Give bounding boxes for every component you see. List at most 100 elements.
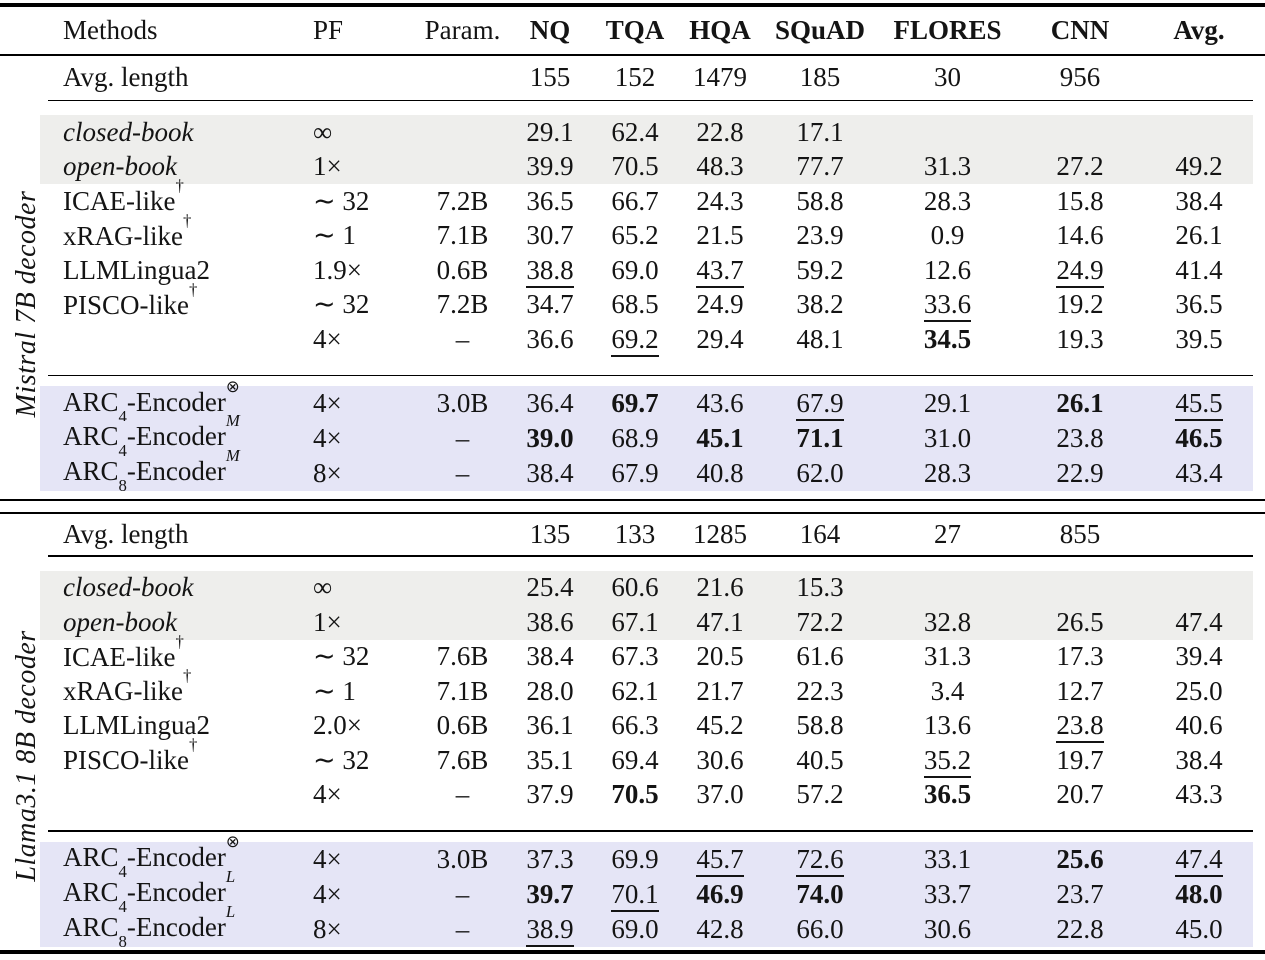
method-name: ICAE-like† — [63, 176, 184, 217]
score-cell: 3.4 — [880, 676, 1015, 707]
score-value: 70.5 — [611, 779, 659, 810]
score-value: 40.5 — [796, 744, 844, 775]
section-divider-rule — [0, 499, 1265, 501]
method-cell: ICAE-like† — [55, 632, 305, 673]
score-cell: 58.8 — [760, 710, 880, 741]
score-cell: 69.0 — [590, 914, 680, 945]
score-value: 69.7 — [611, 388, 659, 418]
score-cell: 35.2 — [880, 744, 1015, 778]
score-value: 30.6 — [923, 913, 972, 944]
score-value: 67.9 — [796, 388, 844, 421]
score-cell: 22.3 — [760, 676, 880, 707]
score-cell: 32.8 — [880, 607, 1015, 638]
method-cell: xRAG-like† — [55, 210, 305, 252]
score-value: 60.6 — [611, 572, 659, 603]
pf-value: 1.9× — [313, 254, 362, 285]
score-cell: 74.0 — [760, 879, 880, 910]
score-cell: 36.5 — [880, 779, 1015, 810]
score-cell: 26.1 — [1015, 388, 1145, 419]
table-row: ARC4-EncoderM 4× – 39.0 68.9 45.1 71.1 31.0 23.8… — [0, 411, 1265, 460]
score-cell: 35.1 — [510, 745, 590, 776]
pf-value: 4× — [313, 779, 342, 810]
bottom-rule — [0, 950, 1265, 954]
score-value: 0.9 — [930, 220, 965, 251]
score-cell: 48.1 — [760, 324, 880, 355]
spacer — [0, 812, 1265, 830]
score-cell: 62.1 — [590, 676, 680, 707]
method-cell: ARC4-Encoder⊗ — [55, 832, 305, 881]
param-cell: 7.2B — [415, 186, 510, 217]
pf-value: 1× — [313, 606, 342, 637]
score-cell: 36.6 — [510, 324, 590, 355]
score-value: 72.2 — [796, 606, 844, 637]
score-cell: 31.3 — [880, 151, 1015, 182]
method-cell: ICAE-like† — [55, 176, 305, 217]
table-row: ICAE-like† ∼ 32 7.2B 36.5 66.7 24.3 58.8 28.3 15… — [0, 176, 1265, 219]
score-cell: 37.3 — [510, 844, 590, 875]
score-value: 33.6 — [923, 289, 972, 323]
score-value: 77.7 — [796, 151, 844, 182]
pf-value: ∼ 32 — [313, 744, 370, 775]
score-cell: 20.5 — [680, 641, 760, 672]
score-value: 21.7 — [696, 675, 744, 706]
score-cell: 28.0 — [510, 676, 590, 707]
score-value: 24.9 — [1056, 254, 1104, 288]
score-value: 29.1 — [923, 388, 972, 418]
score-value: 39.0 — [526, 423, 574, 453]
avg-length-text: Avg. length — [63, 519, 189, 549]
table-row: closed-book ∞ 25.4 60.6 21.6 15.3 — [0, 570, 1265, 605]
method-name: xRAG-like† — [63, 210, 192, 251]
method-superscript: ⊗ — [225, 832, 240, 852]
score-value: 1479 — [693, 62, 747, 92]
col-header-param: Param. — [415, 15, 510, 46]
score-value: 48.1 — [796, 323, 844, 354]
score-cell: 67.3 — [590, 641, 680, 672]
score-value: 68.5 — [611, 289, 659, 320]
score-value: 45.5 — [1175, 388, 1223, 421]
pf-cell: ∼ 1 — [305, 676, 415, 707]
method-name: open-book — [63, 606, 177, 637]
score-value: 39.9 — [526, 151, 574, 182]
score-value: 38.9 — [526, 913, 574, 947]
score-cell: 45.0 — [1145, 914, 1253, 945]
param-cell: 7.6B — [415, 745, 510, 776]
score-cell: 39.0 — [510, 423, 590, 454]
avg-length-value: 135 — [510, 519, 590, 550]
param-cell: 7.6B — [415, 641, 510, 672]
method-cell: LLMLingua2 — [55, 255, 305, 286]
score-value: 3.4 — [930, 675, 965, 706]
score-value: 34.5 — [923, 323, 972, 354]
avg-length-value: 27 — [880, 519, 1015, 550]
score-value: 12.6 — [923, 254, 972, 285]
score-cell: 28.3 — [880, 186, 1015, 217]
param-value: 7.2B — [436, 185, 489, 216]
score-value: 19.7 — [1056, 744, 1104, 775]
score-cell: 41.4 — [1145, 255, 1253, 286]
score-value: 20.5 — [696, 641, 744, 672]
score-cell: 23.9 — [760, 220, 880, 251]
score-value: 38.4 — [1175, 744, 1223, 775]
score-cell: 17.1 — [760, 117, 880, 148]
score-value: 27 — [934, 519, 961, 549]
score-value: 26.1 — [1056, 388, 1104, 418]
score-cell: 66.0 — [760, 914, 880, 945]
avg-length-value: 152 — [590, 62, 680, 93]
score-value: 43.6 — [696, 388, 744, 418]
score-value: 38.4 — [1175, 185, 1223, 216]
method-cell: ARC4-EncoderL — [55, 867, 305, 916]
score-value: 66.3 — [611, 710, 659, 741]
col-header-label: PF — [313, 14, 344, 45]
score-cell: 43.3 — [1145, 779, 1253, 810]
score-cell: 37.0 — [680, 779, 760, 810]
score-value: 15.8 — [1056, 185, 1104, 216]
method-superscript: † — [182, 210, 192, 230]
score-cell: 30.7 — [510, 220, 590, 251]
avg-length-row: Avg. length 135 133 1285 164 27 855 — [0, 514, 1265, 555]
score-cell: 67.9 — [760, 388, 880, 421]
score-value: 20.7 — [1056, 779, 1104, 810]
score-cell: 19.3 — [1015, 324, 1145, 355]
score-cell: 38.8 — [510, 254, 590, 288]
score-value: 36.6 — [526, 323, 574, 354]
score-value: 135 — [529, 519, 571, 549]
score-value: 30.7 — [526, 220, 574, 251]
